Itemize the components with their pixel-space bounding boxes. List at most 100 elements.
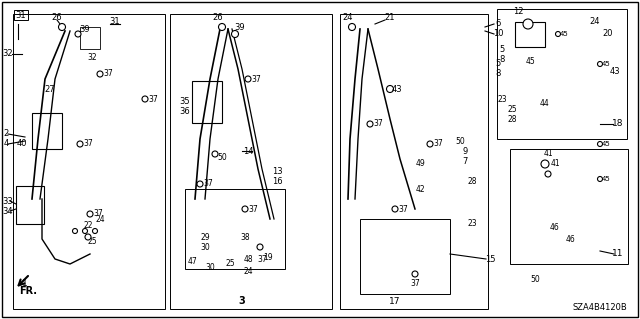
Circle shape (58, 24, 65, 31)
Circle shape (75, 31, 81, 37)
Text: 25: 25 (507, 105, 517, 114)
Text: 27: 27 (45, 85, 55, 93)
Text: 40: 40 (17, 139, 28, 149)
Text: 28: 28 (467, 176, 477, 186)
Bar (497, 9, 627, 139)
Text: 12: 12 (513, 8, 524, 17)
Text: 38: 38 (240, 233, 250, 241)
Text: 31: 31 (109, 17, 120, 26)
Circle shape (77, 141, 83, 147)
Text: 14: 14 (243, 146, 253, 155)
Text: 47: 47 (187, 256, 197, 265)
Text: 34: 34 (3, 206, 13, 216)
Text: 43: 43 (610, 66, 620, 76)
Circle shape (218, 24, 225, 31)
Text: SZA4B4120B: SZA4B4120B (573, 302, 627, 311)
Text: 50: 50 (217, 152, 227, 161)
Text: 41: 41 (543, 150, 553, 159)
Circle shape (541, 160, 549, 168)
Text: 10: 10 (493, 29, 503, 39)
Text: 26: 26 (212, 12, 223, 21)
Text: 37: 37 (257, 255, 267, 263)
Text: 48: 48 (243, 255, 253, 263)
Text: 15: 15 (484, 255, 495, 263)
Bar (185, 189, 285, 269)
Bar (14, 10, 28, 20)
Text: 25: 25 (225, 259, 235, 269)
Text: 28: 28 (508, 115, 516, 123)
Text: 37: 37 (433, 139, 443, 149)
Text: 8: 8 (495, 70, 500, 78)
Text: 37: 37 (248, 204, 258, 213)
Circle shape (87, 211, 93, 217)
Text: 33: 33 (3, 197, 13, 205)
Text: 17: 17 (389, 296, 401, 306)
Text: 49: 49 (415, 160, 425, 168)
Text: 30: 30 (200, 242, 210, 251)
Circle shape (97, 71, 103, 77)
Text: 29: 29 (200, 233, 210, 241)
Text: 18: 18 (612, 120, 624, 129)
Text: 44: 44 (540, 100, 550, 108)
Circle shape (85, 234, 91, 240)
Bar (170, 14, 332, 309)
Text: 7: 7 (462, 157, 468, 166)
Circle shape (392, 206, 398, 212)
Text: 43: 43 (392, 85, 403, 93)
Text: 32: 32 (87, 53, 97, 62)
Bar (515, 22, 545, 47)
Text: 45: 45 (602, 141, 611, 147)
Bar (360, 219, 450, 294)
Text: 20: 20 (603, 29, 613, 39)
Text: 37: 37 (410, 279, 420, 288)
Text: 36: 36 (180, 107, 190, 115)
Circle shape (93, 228, 97, 234)
Text: 25: 25 (87, 236, 97, 246)
Text: 46: 46 (565, 234, 575, 243)
Text: 16: 16 (272, 176, 282, 186)
Circle shape (212, 151, 218, 157)
Text: 46: 46 (550, 222, 560, 232)
Text: 45: 45 (559, 31, 568, 37)
Text: 24: 24 (243, 266, 253, 276)
Circle shape (142, 96, 148, 102)
Text: 37: 37 (148, 94, 158, 103)
Text: 45: 45 (602, 61, 611, 67)
Circle shape (349, 24, 355, 31)
Circle shape (523, 19, 533, 29)
Circle shape (556, 32, 561, 36)
Text: 37: 37 (251, 75, 261, 84)
Text: 23: 23 (497, 94, 507, 103)
Text: 41: 41 (550, 160, 560, 168)
Circle shape (598, 176, 602, 182)
Circle shape (545, 171, 551, 177)
Text: 50: 50 (455, 137, 465, 145)
Text: 5: 5 (495, 60, 500, 69)
Text: 1: 1 (22, 279, 28, 288)
Text: 32: 32 (3, 49, 13, 58)
Text: 45: 45 (525, 56, 535, 65)
Text: 37: 37 (103, 70, 113, 78)
Text: FR.: FR. (19, 286, 37, 296)
Circle shape (197, 181, 203, 187)
Circle shape (367, 121, 373, 127)
Text: 4: 4 (3, 139, 8, 149)
Text: 37: 37 (93, 210, 103, 219)
Text: 37: 37 (398, 204, 408, 213)
Text: 8: 8 (499, 55, 505, 63)
Text: 37: 37 (83, 139, 93, 149)
Text: 31: 31 (16, 11, 26, 20)
Text: 39: 39 (235, 23, 245, 32)
Text: 13: 13 (272, 167, 282, 175)
Circle shape (412, 271, 418, 277)
Text: 30: 30 (205, 263, 215, 271)
Circle shape (427, 141, 433, 147)
Text: 5: 5 (499, 44, 504, 54)
Bar (32, 113, 62, 149)
Bar (16, 186, 44, 224)
Circle shape (232, 31, 239, 38)
Text: 11: 11 (612, 249, 624, 258)
Text: 19: 19 (263, 253, 273, 262)
Text: 9: 9 (462, 146, 468, 155)
Circle shape (72, 228, 77, 234)
